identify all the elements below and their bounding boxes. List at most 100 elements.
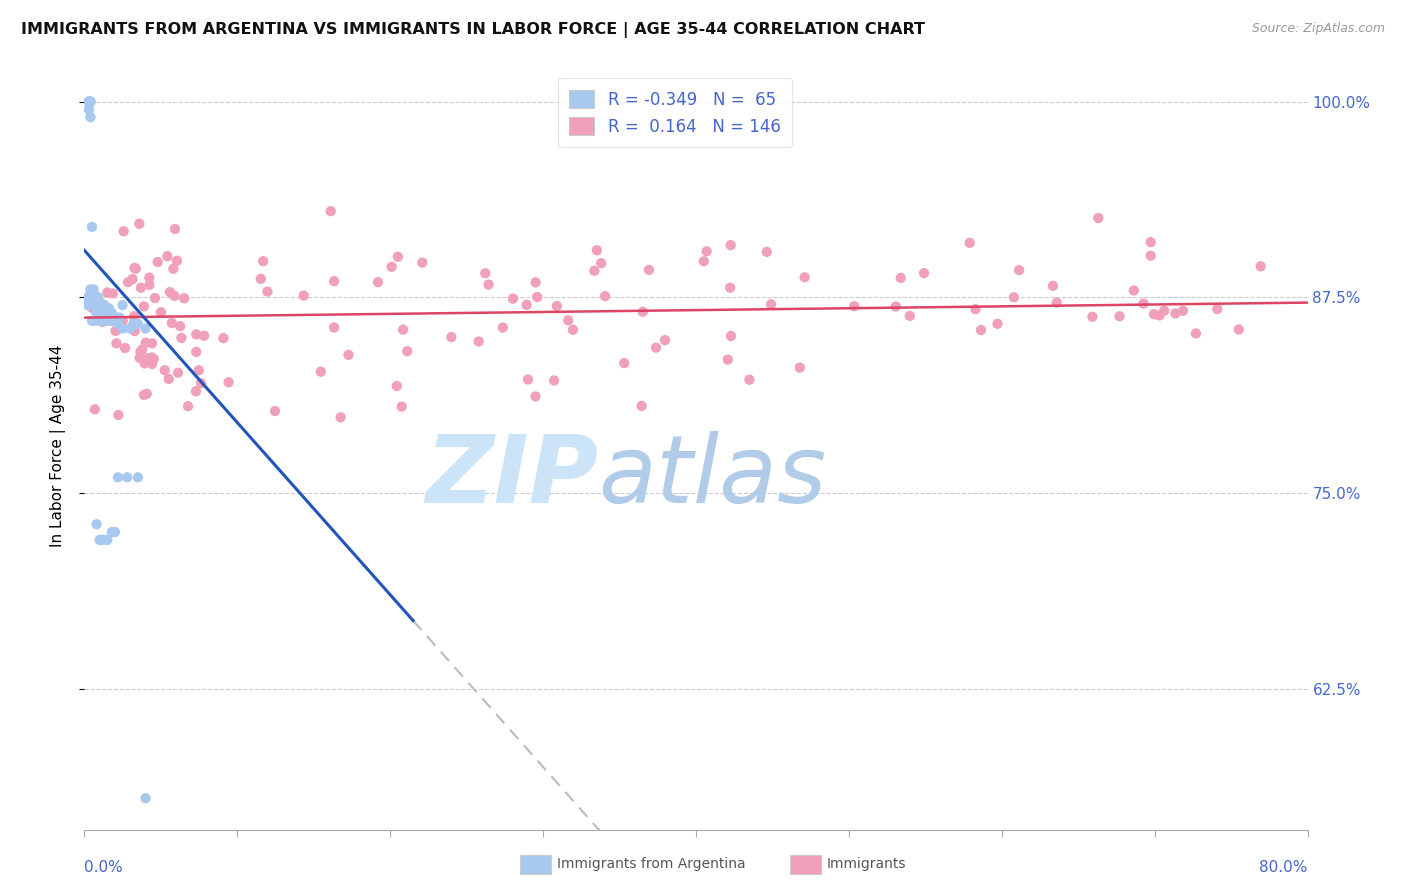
Point <box>143 291 166 305</box>
Point <box>1087 211 1109 225</box>
Point <box>696 244 718 259</box>
Point <box>1171 303 1194 318</box>
Point <box>1081 310 1104 324</box>
Point <box>132 388 155 402</box>
Point <box>169 319 191 334</box>
Point <box>121 272 143 286</box>
Point <box>101 314 124 328</box>
Point <box>124 260 146 275</box>
Point <box>562 323 585 337</box>
Point <box>97 314 120 328</box>
Point <box>91 533 114 547</box>
Point <box>125 261 148 276</box>
Point <box>89 533 111 547</box>
Point <box>170 331 193 345</box>
Point <box>149 305 172 319</box>
Point <box>111 314 134 328</box>
Point <box>557 313 579 327</box>
Point <box>492 320 515 334</box>
Point <box>141 351 163 365</box>
Point <box>392 322 415 336</box>
Point <box>122 310 145 324</box>
Point <box>720 238 742 252</box>
Point <box>193 328 215 343</box>
Point <box>84 290 107 304</box>
Point <box>526 290 548 304</box>
Point <box>890 271 912 285</box>
Point <box>187 363 209 377</box>
Point <box>142 352 165 367</box>
Point <box>411 255 433 269</box>
Point <box>96 301 118 316</box>
Point <box>898 309 921 323</box>
Point <box>1046 295 1069 310</box>
Point <box>93 314 115 328</box>
Point <box>1227 322 1250 336</box>
Point <box>793 270 815 285</box>
Point <box>190 376 212 391</box>
Point <box>80 298 103 312</box>
Point <box>89 295 111 310</box>
Point <box>717 352 740 367</box>
Point <box>91 306 114 320</box>
Point <box>252 254 274 268</box>
Point <box>79 95 101 109</box>
Point <box>162 261 184 276</box>
Point <box>115 470 138 484</box>
Point <box>101 286 124 301</box>
Text: Immigrants from Argentina: Immigrants from Argentina <box>557 857 745 871</box>
Point <box>693 254 716 268</box>
Point <box>77 103 100 117</box>
Point <box>474 266 496 280</box>
FancyBboxPatch shape <box>790 855 821 874</box>
Point <box>127 317 149 331</box>
Point <box>90 314 112 328</box>
Point <box>103 310 125 325</box>
Point <box>91 315 114 329</box>
Point <box>323 274 346 288</box>
Text: IMMIGRANTS FROM ARGENTINA VS IMMIGRANTS IN LABOR FORCE | AGE 35-44 CORRELATION C: IMMIGRANTS FROM ARGENTINA VS IMMIGRANTS … <box>21 22 925 38</box>
Point <box>93 298 115 312</box>
Point <box>138 270 160 285</box>
Point <box>128 351 150 365</box>
Point <box>912 266 935 280</box>
Point <box>131 343 153 357</box>
Point <box>965 302 987 317</box>
Point <box>986 317 1008 331</box>
Point <box>96 285 118 300</box>
Point <box>387 250 409 264</box>
Point <box>89 304 111 318</box>
Point <box>76 290 98 304</box>
Point <box>128 217 150 231</box>
Point <box>367 275 389 289</box>
Point <box>218 375 240 389</box>
Point <box>524 276 547 290</box>
Y-axis label: In Labor Force | Age 35-44: In Labor Force | Age 35-44 <box>51 345 66 547</box>
Point <box>292 288 315 302</box>
Point <box>884 300 907 314</box>
Point <box>77 95 100 109</box>
Point <box>86 314 108 328</box>
Point <box>249 272 271 286</box>
Point <box>184 384 207 399</box>
Point <box>517 372 540 386</box>
Point <box>77 95 100 109</box>
Point <box>163 289 186 303</box>
Point <box>89 301 111 316</box>
Point <box>77 95 100 109</box>
Point <box>138 277 160 292</box>
Point <box>1185 326 1208 341</box>
Point <box>111 321 134 335</box>
Point <box>543 374 565 388</box>
Point <box>112 224 135 238</box>
Point <box>96 310 118 325</box>
Point <box>591 256 613 270</box>
Point <box>593 289 616 303</box>
Point <box>83 402 105 417</box>
Point <box>101 525 124 540</box>
Point <box>134 356 156 370</box>
Point <box>186 327 208 342</box>
Point <box>1002 290 1025 304</box>
Point <box>136 351 159 365</box>
Legend: R = -0.349   N =  65, R =  0.164   N = 146: R = -0.349 N = 65, R = 0.164 N = 146 <box>558 78 792 147</box>
